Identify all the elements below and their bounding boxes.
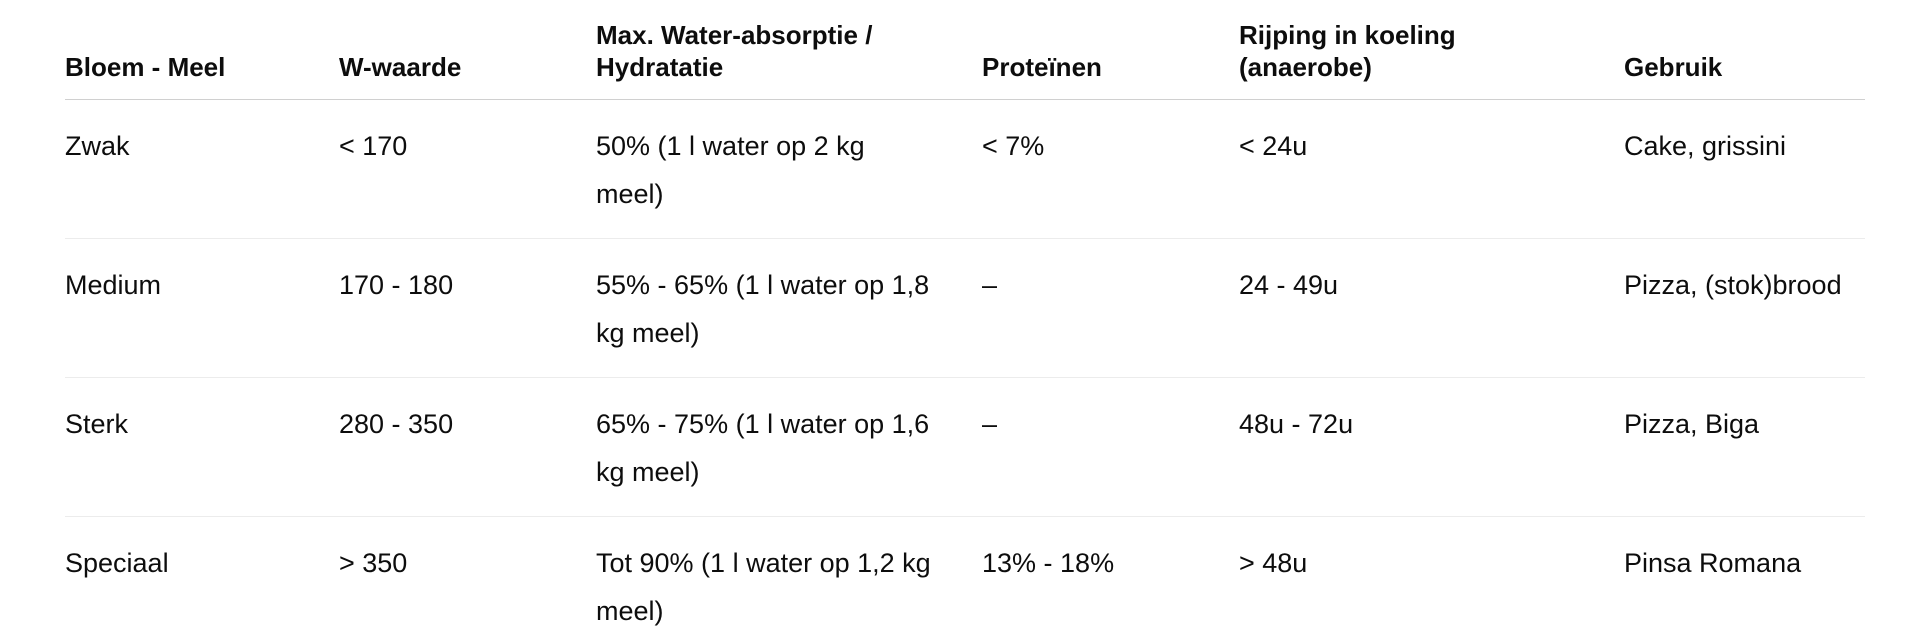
table-cell: < 7% [982, 131, 1045, 161]
row-rule [65, 377, 1865, 378]
column-header: Rijping in koeling (anaerobe) [1239, 20, 1456, 82]
table-cell: 48u - 72u [1239, 409, 1354, 439]
table-cell: 24 - 49u [1239, 270, 1339, 300]
table-cell: > 350 [339, 548, 408, 578]
table-cell: < 24u [1239, 131, 1308, 161]
table-cell: Pizza, Biga [1624, 409, 1760, 439]
table-cell: – [982, 270, 998, 300]
table-cell: Zwak [65, 131, 130, 161]
row-rule [65, 516, 1865, 517]
column-header: Proteïnen [982, 52, 1102, 82]
table-cell: Cake, grissini [1624, 131, 1787, 161]
table-cell: 50% (1 l water op 2 kg meel) [596, 131, 865, 209]
column-header: Bloem - Meel [65, 52, 226, 82]
table-cell: 55% - 65% (1 l water op 1,8 kg meel) [596, 270, 930, 348]
column-header: W-waarde [339, 52, 462, 82]
table-cell: 13% - 18% [982, 548, 1115, 578]
header-rule [65, 99, 1865, 100]
table-cell: Pizza, (stok)brood [1624, 270, 1842, 300]
table-cell: – [982, 409, 998, 439]
table-cell: 280 - 350 [339, 409, 454, 439]
table-cell: > 48u [1239, 548, 1308, 578]
table-cell: Medium [65, 270, 162, 300]
table-cell: Tot 90% (1 l water op 1,2 kg meel) [596, 548, 931, 626]
column-header: Max. Water-absorptie / Hydratatie [596, 20, 873, 82]
table-cell: Speciaal [65, 548, 169, 578]
table-cell: Sterk [65, 409, 129, 439]
table-cell: < 170 [339, 131, 408, 161]
table-cell: 65% - 75% (1 l water op 1,6 kg meel) [596, 409, 930, 487]
table-cell: 170 - 180 [339, 270, 454, 300]
column-header: Gebruik [1624, 52, 1723, 82]
table-cell: Pinsa Romana [1624, 548, 1802, 578]
row-rule [65, 238, 1865, 239]
